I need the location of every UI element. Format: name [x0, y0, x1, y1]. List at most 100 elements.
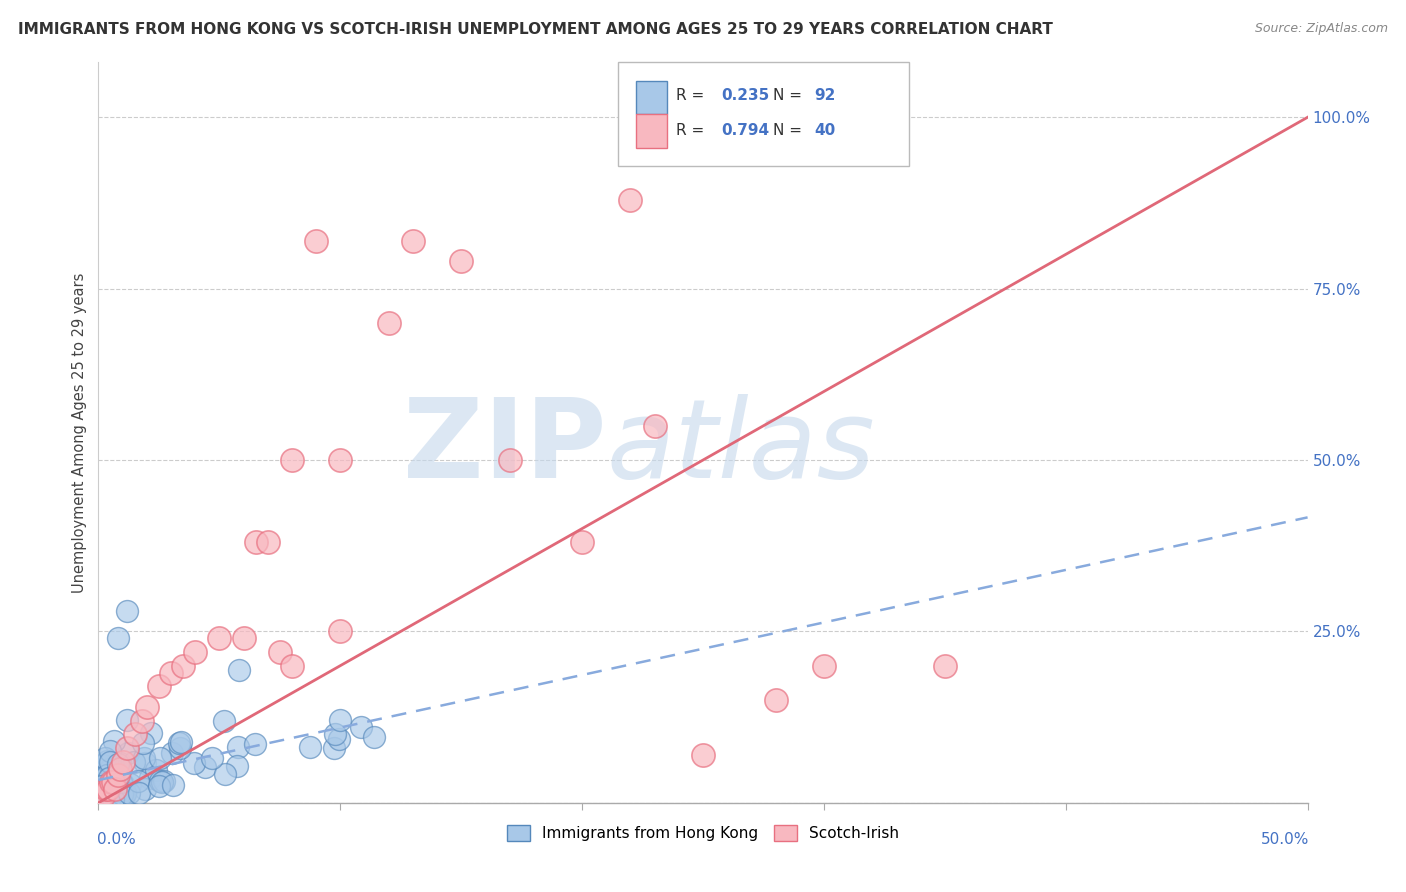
Point	[117, 746, 139, 760]
Point	[208, 632, 231, 646]
Point	[226, 739, 249, 754]
Point	[91, 795, 114, 809]
Point	[96, 754, 118, 768]
Point	[243, 737, 266, 751]
Point	[98, 755, 121, 769]
Point	[91, 779, 114, 793]
Point	[145, 764, 167, 778]
Point	[269, 645, 291, 659]
Point	[172, 658, 194, 673]
Point	[281, 658, 304, 673]
Point	[329, 624, 352, 639]
Point	[153, 774, 176, 789]
Point	[93, 793, 115, 807]
Point	[765, 693, 787, 707]
Point	[571, 535, 593, 549]
Point	[97, 775, 120, 789]
Point	[305, 234, 328, 248]
Point	[692, 747, 714, 762]
Point	[105, 776, 128, 790]
Text: 0.235: 0.235	[721, 88, 769, 103]
Point	[740, 110, 762, 124]
Point	[100, 792, 122, 806]
Point	[183, 756, 205, 770]
Point	[101, 789, 124, 804]
Point	[101, 791, 124, 805]
Point	[98, 787, 121, 801]
Point	[98, 781, 121, 796]
Point	[350, 720, 373, 734]
Point	[184, 645, 207, 659]
Text: 92: 92	[814, 88, 835, 103]
Text: 40: 40	[814, 123, 835, 138]
Point	[96, 778, 118, 792]
Point	[162, 778, 184, 792]
Point	[131, 714, 153, 728]
Point	[323, 740, 346, 755]
Text: 0.794: 0.794	[721, 123, 769, 138]
Point	[245, 535, 267, 549]
Point	[87, 787, 110, 801]
Point	[363, 730, 385, 744]
Point	[108, 786, 131, 800]
Point	[93, 758, 115, 772]
Point	[148, 679, 170, 693]
Point	[108, 762, 131, 776]
Point	[298, 739, 321, 754]
Point	[167, 736, 190, 750]
Point	[281, 453, 304, 467]
Text: N =: N =	[773, 88, 807, 103]
Point	[103, 734, 125, 748]
Point	[149, 773, 172, 788]
Point	[139, 771, 162, 785]
Point	[96, 789, 118, 804]
Point	[256, 535, 278, 549]
Point	[149, 751, 172, 765]
Point	[94, 782, 117, 797]
Point	[214, 714, 236, 728]
Point	[139, 726, 162, 740]
Point	[450, 254, 472, 268]
Point	[194, 760, 217, 774]
Point	[131, 736, 153, 750]
Point	[90, 789, 112, 803]
Point	[100, 775, 122, 789]
Text: IMMIGRANTS FROM HONG KONG VS SCOTCH-IRISH UNEMPLOYMENT AMONG AGES 25 TO 29 YEARS: IMMIGRANTS FROM HONG KONG VS SCOTCH-IRIS…	[18, 22, 1053, 37]
Point	[160, 665, 183, 680]
Point	[107, 632, 129, 646]
Y-axis label: Unemployment Among Ages 25 to 29 years: Unemployment Among Ages 25 to 29 years	[72, 272, 87, 593]
Point	[122, 755, 145, 769]
Text: R =: R =	[676, 123, 710, 138]
Point	[498, 453, 520, 467]
Point	[108, 779, 131, 793]
Point	[90, 789, 112, 804]
Point	[97, 793, 120, 807]
Point	[98, 744, 121, 758]
Point	[94, 788, 117, 802]
Point	[91, 789, 114, 803]
Point	[89, 773, 111, 788]
Point	[134, 782, 156, 797]
Point	[107, 768, 129, 782]
Point	[135, 699, 157, 714]
Text: atlas: atlas	[606, 394, 875, 501]
Point	[117, 604, 139, 618]
FancyBboxPatch shape	[637, 114, 666, 147]
Point	[118, 777, 141, 791]
Point	[934, 658, 956, 673]
Point	[150, 774, 173, 789]
Point	[112, 777, 135, 791]
Point	[225, 758, 247, 772]
FancyBboxPatch shape	[637, 81, 666, 114]
Point	[104, 782, 127, 797]
Point	[89, 795, 111, 809]
Point	[124, 727, 146, 741]
Point	[134, 756, 156, 770]
Point	[98, 787, 121, 801]
Text: 0.0%: 0.0%	[97, 832, 136, 847]
Point	[115, 714, 138, 728]
Point	[97, 782, 120, 797]
Point	[402, 234, 425, 248]
Legend: Immigrants from Hong Kong, Scotch-Irish: Immigrants from Hong Kong, Scotch-Irish	[501, 819, 905, 847]
Point	[94, 759, 117, 773]
